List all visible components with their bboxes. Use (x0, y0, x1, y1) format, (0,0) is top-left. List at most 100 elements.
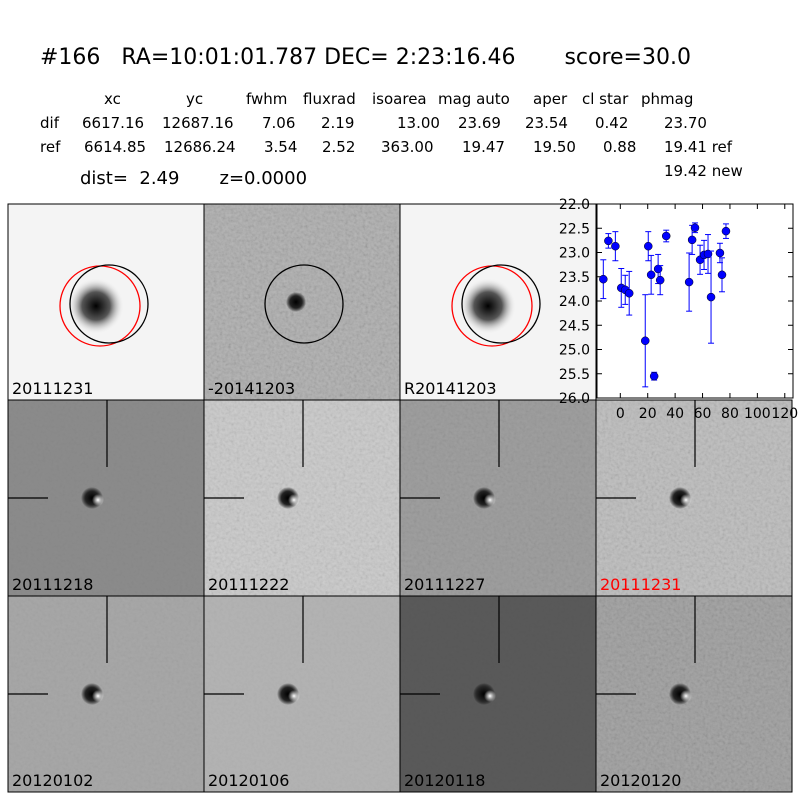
table-cell: 23.69 (458, 114, 501, 132)
table-cell: 2.19 (321, 114, 354, 132)
table-cell: 2.52 (322, 138, 355, 156)
point (721, 226, 731, 236)
point (661, 231, 671, 241)
stamp-label: 20111231 (12, 379, 93, 398)
table-cell: 7.06 (262, 114, 295, 132)
table-cell: ref (40, 138, 61, 156)
stamp-label: 20111218 (12, 575, 93, 594)
x-tick-label: 0 (616, 406, 625, 422)
stamp: 20120102 (7, 595, 205, 793)
stamp: 20120106 (203, 595, 401, 793)
point (604, 236, 613, 246)
point (624, 288, 634, 298)
table-header: fluxrad (303, 90, 356, 108)
table-header: phmag (641, 90, 693, 108)
point (653, 264, 663, 274)
table-header: aper (533, 90, 568, 108)
point (644, 241, 653, 251)
x-tick-label: 40 (666, 406, 684, 422)
stamp: 20120120 (595, 595, 793, 793)
y-tick-label: 22.5 (559, 221, 590, 237)
stamp: 20111231 (7, 203, 205, 401)
table-header: xc (104, 90, 121, 108)
table-cell: 0.88 (603, 138, 636, 156)
table-cell: 19.47 (462, 138, 505, 156)
table-cell: 19.41 ref (664, 138, 733, 156)
stamp-label: 20120102 (12, 771, 93, 790)
table-cell: 19.50 (533, 138, 576, 156)
point (684, 277, 694, 287)
x-tick-label: 80 (721, 406, 739, 422)
source-residual (680, 690, 692, 702)
table-cell: 6614.85 (84, 138, 146, 156)
stamp-label: 20120118 (404, 771, 485, 790)
source-residual (484, 494, 496, 506)
y-tick-label: 22.0 (559, 197, 590, 213)
table-cell: 23.70 (664, 114, 707, 132)
point (706, 292, 716, 302)
table-cell: 13.00 (397, 114, 440, 132)
source-residual (92, 690, 104, 702)
table-header: isoarea (372, 90, 427, 108)
stamp-label: 20111222 (208, 575, 289, 594)
table-cell: 363.00 (381, 138, 434, 156)
table-cell: 0.42 (595, 114, 628, 132)
table-header: yc (186, 90, 203, 108)
y-tick-label: 26.0 (559, 391, 590, 407)
stamp: 20111222 (203, 399, 401, 597)
stamp: R20141203 (399, 203, 597, 401)
point (715, 248, 725, 258)
stamp-label: 20120106 (208, 771, 289, 790)
source-residual (680, 494, 692, 506)
det-circle (264, 264, 344, 344)
table-header: fwhm (246, 90, 287, 108)
stamp: 20111231 (595, 399, 793, 597)
point (717, 270, 727, 280)
point (690, 223, 700, 233)
table-header: cl star (582, 90, 629, 108)
table-cell: dif (40, 114, 60, 132)
table-extra: 19.42 new (664, 162, 743, 180)
stamp: 20120118 (399, 595, 597, 793)
table-cell: 3.54 (264, 138, 297, 156)
table-cell: 6617.16 (82, 114, 144, 132)
source-residual (484, 690, 496, 702)
det-circle (69, 264, 149, 344)
stamp: -20141203 (203, 203, 401, 401)
stamp-label: -20141203 (208, 379, 295, 398)
y-tick-label: 24.0 (559, 294, 590, 310)
source-residual (288, 494, 300, 506)
source (460, 278, 516, 334)
x-tick-label: 20 (639, 406, 657, 422)
y-tick-label: 24.5 (559, 318, 590, 334)
point (687, 235, 697, 245)
stamp-label: 20120120 (600, 771, 681, 790)
table-cell: 12687.16 (162, 114, 234, 132)
source (68, 278, 124, 334)
point (655, 275, 665, 285)
point (611, 241, 620, 251)
x-tick-label: 120 (771, 406, 798, 422)
stamp: 20111227 (399, 399, 597, 597)
table-cell: 12686.24 (164, 138, 236, 156)
y-tick-label: 23.5 (559, 270, 590, 286)
point (646, 270, 656, 280)
table-cell: 23.54 (525, 114, 568, 132)
y-tick-label: 23.0 (559, 246, 590, 262)
x-tick-label: 100 (744, 406, 771, 422)
dist-line: dist= 2.49 z=0.0000 (80, 168, 307, 189)
point (703, 249, 713, 259)
source-residual (92, 494, 104, 506)
point (599, 274, 608, 284)
stamp: 20111218 (7, 399, 205, 597)
point (640, 336, 650, 346)
stamp-label: 20111227 (404, 575, 485, 594)
y-tick-label: 25.0 (559, 343, 590, 359)
x-tick-label: 60 (694, 406, 712, 422)
point (649, 371, 659, 381)
title: #166 RA=10:01:01.787 DEC= 2:23:16.46 sco… (40, 45, 691, 70)
det-circle (461, 264, 541, 344)
source (286, 292, 306, 312)
stamp-label: 20111231 (600, 575, 681, 594)
